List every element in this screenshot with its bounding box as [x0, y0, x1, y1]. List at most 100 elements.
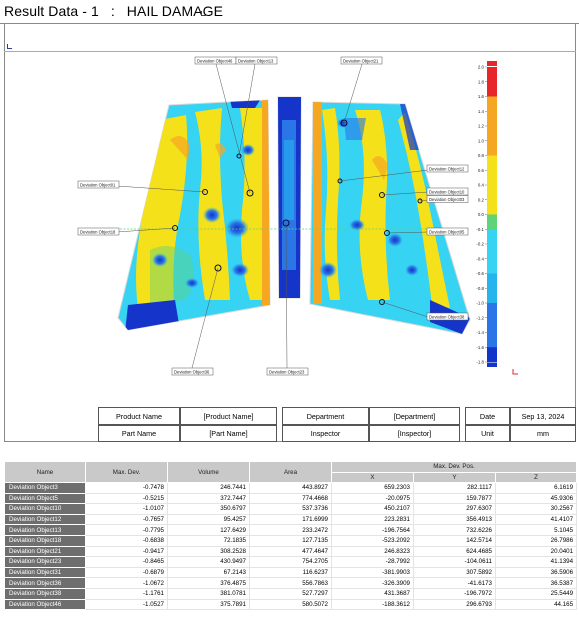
cell-name: Deviation Object18 [4, 534, 86, 547]
scale-band [487, 288, 497, 304]
cell-x: 431.3687 [331, 587, 414, 600]
scale-tick-label: 0.2 [478, 197, 485, 202]
inspector-value: [Inspector] [369, 425, 460, 442]
svg-text:Deviation Object36: Deviation Object36 [174, 369, 210, 374]
center-strip-map [277, 96, 302, 299]
cell-x: -196.7564 [331, 524, 414, 536]
cell-x: -523.2092 [331, 534, 414, 547]
cell-z: 45.9306 [494, 492, 578, 505]
cell-name: Deviation Object23 [4, 556, 86, 568]
cell-volume: 381.0781 [167, 587, 250, 600]
scale-anchor-mark [512, 369, 518, 375]
cell-volume: 350.6797 [167, 503, 250, 515]
cell-area: 527.7297 [249, 587, 332, 600]
col-header-volume: Volume [167, 461, 250, 483]
callout-obj21: Deviation Object21 [340, 56, 383, 65]
callout-obj23: Deviation Object23 [266, 367, 309, 376]
department-value: [Department] [369, 407, 460, 425]
cell-area: 580.5072 [249, 598, 332, 611]
cell-y: 732.6226 [413, 524, 496, 536]
cell-x: 659.2303 [331, 482, 414, 494]
cell-y: -104.0611 [413, 556, 496, 568]
cell-x: 223.2831 [331, 513, 414, 526]
frame-divider [4, 51, 576, 52]
scale-tick-label: 1.2 [478, 124, 485, 129]
scale-band [487, 170, 497, 186]
cell-y: 282.1117 [413, 482, 496, 494]
svg-text:Deviation Object46: Deviation Object46 [197, 58, 233, 63]
scale-tick-label: -1.6 [476, 345, 484, 350]
cell-z: 26.7986 [494, 534, 578, 547]
cell-max-dev: -1.0107 [85, 503, 168, 515]
right-panel-map [309, 101, 471, 335]
scale-tick-label: -0.2 [476, 242, 484, 247]
callout-leaders [116, 63, 429, 369]
scale-band [487, 214, 497, 230]
callout-obj46: Deviation Object46 [194, 56, 237, 65]
scale-band [487, 126, 497, 142]
cell-y: 624.4685 [413, 545, 496, 558]
table-row: Deviation Object23 -0.8465 430.9497 754.270… [4, 556, 578, 568]
callout-obj12: Deviation Object12 [426, 164, 469, 173]
cell-name: Deviation Object38 [4, 587, 86, 600]
cell-area: 171.6999 [249, 513, 332, 526]
cell-max-dev: -1.1761 [85, 587, 168, 600]
cell-name: Deviation Object36 [4, 577, 86, 589]
marker-obj46 [246, 189, 254, 197]
scale-band [487, 67, 497, 83]
cell-volume: 308.2528 [167, 545, 250, 558]
cell-x: 450.2107 [331, 503, 414, 515]
part-name-label: Part Name [98, 425, 180, 442]
cell-z: 6.1619 [494, 482, 578, 494]
cell-z: 30.2567 [494, 503, 578, 515]
cell-volume: 246.7441 [167, 482, 250, 494]
scale-band [487, 347, 497, 363]
cell-volume: 430.9497 [167, 556, 250, 568]
cell-x: -381.9903 [331, 566, 414, 579]
cell-z: 5.1045 [494, 524, 578, 536]
cell-max-dev: -0.6838 [85, 534, 168, 547]
scale-tick-label: -1.2 [476, 315, 484, 320]
cell-max-dev: -0.6879 [85, 566, 168, 579]
col-header-y: Y [413, 471, 496, 483]
callout-obj01: Deviation Object01 [77, 180, 120, 189]
cell-y: 356.4913 [413, 513, 496, 526]
col-header-x: X [331, 471, 414, 483]
cell-z: 36.5906 [494, 566, 578, 579]
scale-band [487, 199, 497, 215]
cell-area: 556.7863 [249, 577, 332, 589]
table-row: Deviation Object18 -0.6838 72.1835 127.7135… [4, 534, 578, 547]
report-title: Result Data - 1 : HAIL DAMAGE [4, 3, 224, 19]
cell-max-dev: -0.7795 [85, 524, 168, 536]
table-row: Deviation Object36 -1.0672 376.4875 556.786… [4, 577, 578, 589]
svg-text:Deviation Object12: Deviation Object12 [429, 166, 465, 171]
svg-text:Deviation Object03: Deviation Object03 [429, 197, 465, 202]
scale-bottom-cap [487, 363, 497, 367]
cell-volume: 127.6429 [167, 524, 250, 536]
color-scale-bar [487, 67, 497, 363]
scale-tick-label: 0.6 [478, 168, 485, 173]
deviation-results-table: Name Max. Dev. Volume Area Max. Dev. Pos… [4, 461, 578, 611]
cell-z: 25.5449 [494, 587, 578, 600]
scale-tick-label: -0.1 [476, 227, 484, 232]
date-value: Sep 13, 2024 [510, 407, 576, 425]
cell-area: 116.6237 [249, 566, 332, 579]
marker-obj38 [379, 299, 385, 305]
frame-anchor-mark [7, 44, 12, 49]
svg-text:Deviation Object13: Deviation Object13 [238, 58, 274, 63]
cell-max-dev: -0.5215 [85, 492, 168, 505]
cell-area: 754.2705 [249, 556, 332, 568]
marker-obj21 [340, 119, 348, 127]
scale-band [487, 81, 497, 97]
product-name-label: Product Name [98, 407, 180, 425]
svg-text:Deviation Object01: Deviation Object01 [80, 182, 116, 187]
cell-area: 127.7135 [249, 534, 332, 547]
cell-volume: 67.2143 [167, 566, 250, 579]
table-row: Deviation Object21 -0.9417 308.2528 477.464… [4, 545, 578, 558]
scale-tick-label: -0.4 [476, 256, 484, 261]
cell-x: -20.0975 [331, 492, 414, 505]
table-row: Deviation Object10 -1.0107 350.6797 537.373… [4, 503, 578, 515]
scale-tick-label: 1.0 [478, 138, 485, 143]
cell-volume: 376.4875 [167, 577, 250, 589]
